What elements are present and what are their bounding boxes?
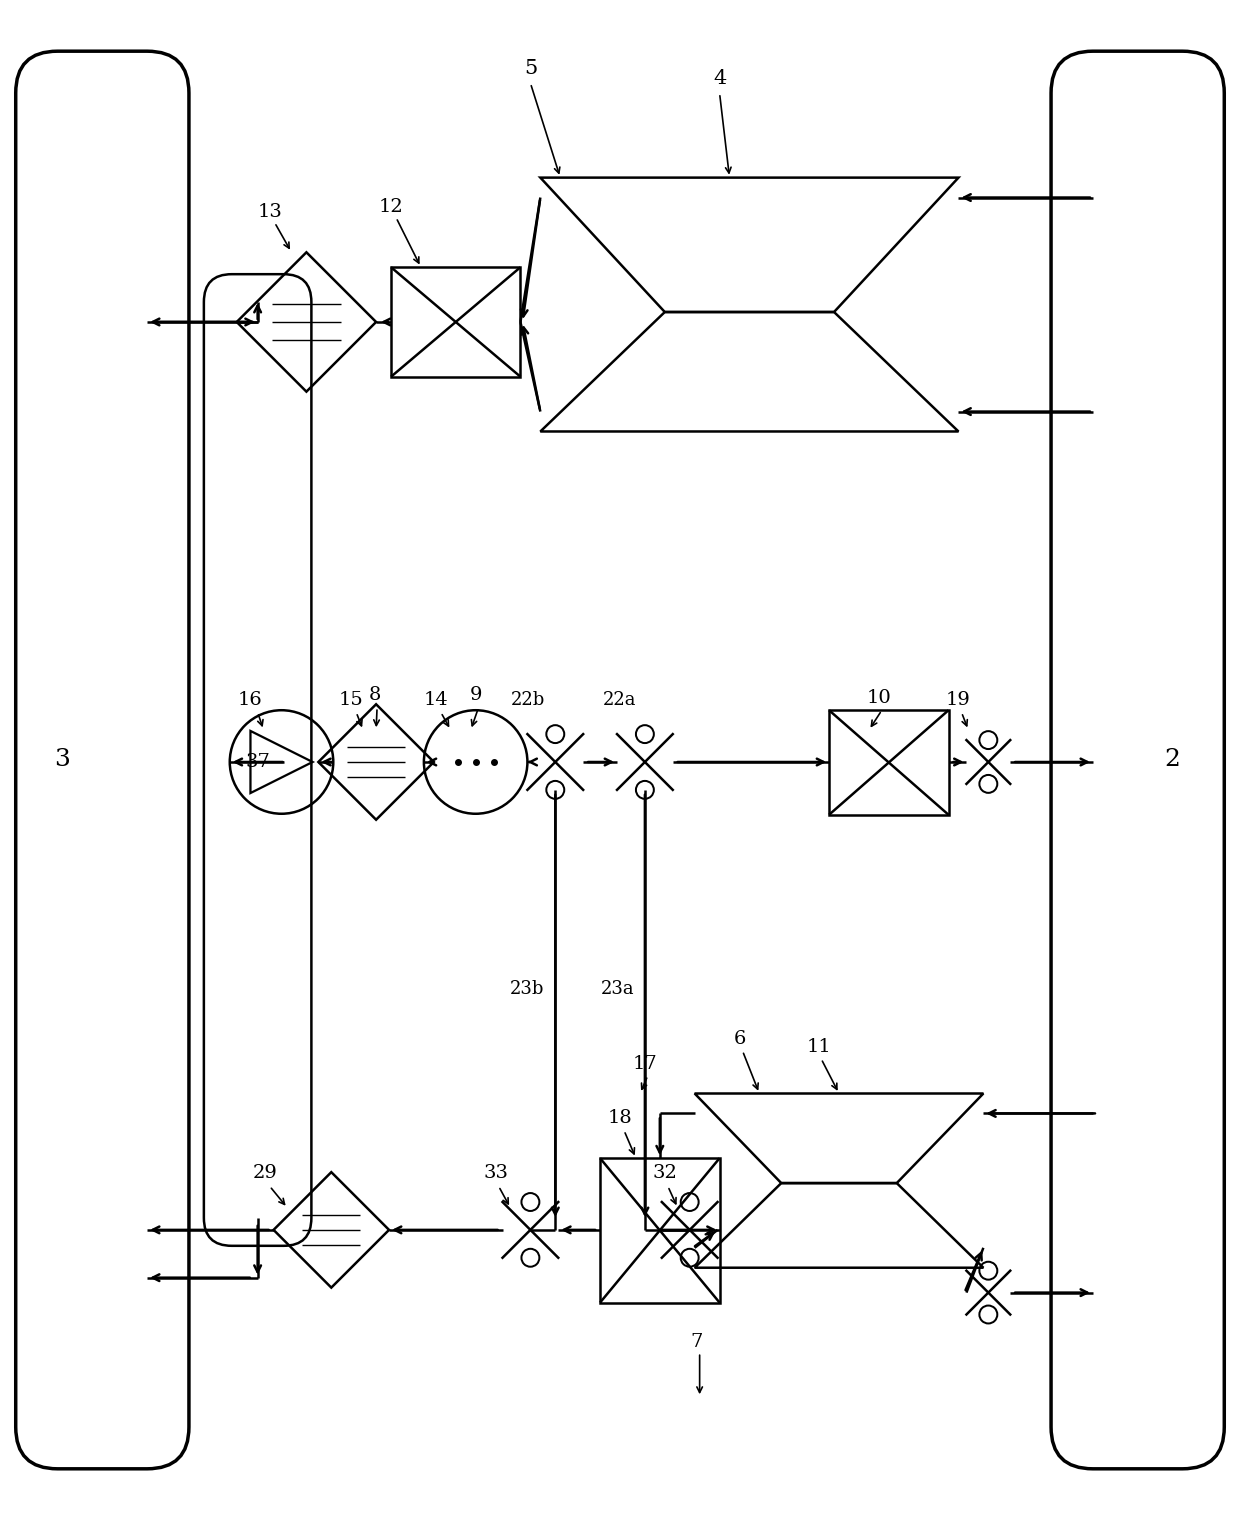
Text: 33: 33 [484, 1164, 508, 1183]
Text: 15: 15 [339, 692, 363, 710]
Text: 22a: 22a [603, 692, 637, 710]
Text: 16: 16 [237, 692, 262, 710]
Text: 22b: 22b [511, 692, 546, 710]
FancyBboxPatch shape [16, 52, 188, 1468]
Text: 8: 8 [370, 687, 381, 704]
Text: 3: 3 [55, 748, 71, 772]
Text: 19: 19 [946, 692, 971, 710]
Text: 23a: 23a [601, 980, 635, 999]
Text: 7: 7 [691, 1333, 703, 1351]
Bar [600, 1158, 719, 1303]
FancyBboxPatch shape [203, 274, 311, 1246]
Text: 10: 10 [867, 689, 892, 707]
Text: 12: 12 [378, 199, 403, 216]
Text: 13: 13 [257, 204, 281, 222]
Text: 23b: 23b [510, 980, 544, 999]
Text: 11: 11 [807, 1038, 832, 1056]
Text: 5: 5 [523, 59, 537, 78]
Text: 2: 2 [1164, 748, 1180, 772]
Text: 14: 14 [423, 692, 448, 710]
Bar [830, 710, 949, 815]
Text: 29: 29 [253, 1164, 278, 1183]
FancyBboxPatch shape [1052, 52, 1224, 1468]
Text: 4: 4 [713, 68, 727, 88]
Text: 6: 6 [733, 1029, 745, 1047]
Text: 37: 37 [246, 752, 270, 771]
Text: 18: 18 [608, 1110, 632, 1128]
Text: 32: 32 [652, 1164, 677, 1183]
Text: 17: 17 [632, 1055, 657, 1073]
Bar [391, 268, 521, 377]
Text: 9: 9 [470, 687, 482, 704]
